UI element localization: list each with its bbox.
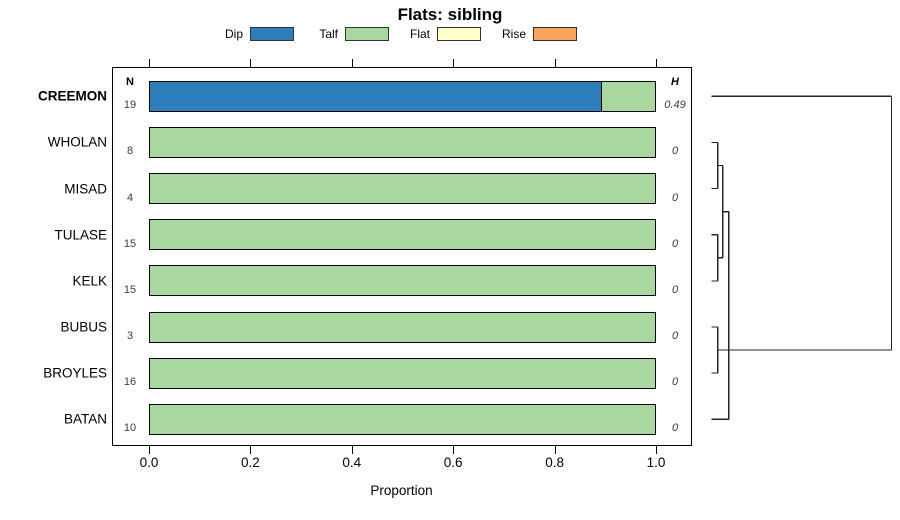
bar-segment-talf (150, 404, 655, 434)
bar-tulase (149, 219, 656, 251)
row-label-kelk: KELK (72, 273, 107, 289)
legend-item-rise: Rise (481, 26, 577, 41)
h-value: 0 (671, 191, 679, 204)
row-label-batan: BATAN (63, 411, 107, 427)
x-axis-title: Proportion (370, 483, 433, 498)
legend-label: Dip (224, 26, 243, 41)
x-tick-bottom (656, 445, 657, 454)
bar-segment-talf (150, 358, 655, 388)
x-tick-bottom (453, 445, 455, 454)
legend-item-flat: Flat (385, 26, 481, 41)
bar-segment-talf (601, 81, 655, 111)
bar-creemon (149, 80, 656, 112)
x-tick-label: 0.4 (342, 455, 362, 470)
bar-kelk (149, 265, 656, 297)
h-value: 0 (671, 283, 679, 296)
bar-broyles (149, 357, 656, 389)
x-tick-top (453, 58, 455, 67)
x-tick-top (554, 58, 556, 67)
x-tick-top (656, 58, 657, 67)
n-column-header: N (126, 76, 134, 89)
x-tick-bottom (149, 445, 150, 454)
row-label-wholan: WHOLAN (47, 134, 107, 150)
legend-swatch-rise (533, 26, 577, 41)
n-value: 10 (123, 422, 137, 435)
n-value: 4 (126, 191, 134, 204)
bar-wholan (149, 126, 656, 158)
n-value: 19 (123, 99, 137, 112)
x-tick-bottom (554, 445, 556, 454)
n-value: 8 (126, 145, 134, 158)
legend-swatch-dip (250, 26, 294, 41)
legend-label: Flat (409, 26, 430, 41)
x-tick-bottom (250, 445, 252, 454)
bar-segment-talf (150, 266, 655, 296)
row-label-tulase: TULASE (54, 227, 107, 243)
h-value: 0 (671, 422, 679, 435)
h-value: 0 (671, 237, 679, 250)
x-tick-top (250, 58, 252, 67)
x-tick-label: 1.0 (646, 455, 666, 470)
bar-segment-talf (150, 220, 655, 250)
legend-swatch-talf (345, 26, 389, 41)
x-tick-label: 0.8 (545, 455, 564, 470)
bar-segment-talf (150, 312, 655, 342)
row-label-broyles: BROYLES (43, 365, 107, 381)
legend-item-talf: Talf (293, 26, 389, 41)
x-tick-label: 0.2 (241, 455, 260, 470)
legend-item-dip: Dip (198, 26, 294, 41)
x-tick-top (149, 58, 150, 67)
bar-segment-dip (150, 81, 602, 111)
h-value: 0 (671, 145, 679, 158)
h-value: 0 (671, 376, 679, 389)
row-label-bubus: BUBUS (60, 319, 107, 335)
bar-batan (149, 403, 656, 435)
x-tick-top (351, 58, 353, 67)
legend-swatch-flat (437, 26, 481, 41)
n-value: 16 (123, 376, 137, 389)
x-tick-label: 0.0 (139, 455, 159, 470)
row-label-creemon: CREEMON (37, 88, 107, 104)
bar-bubus (149, 311, 656, 343)
bar-segment-talf (150, 127, 655, 157)
chart-title: Flats: sibling (397, 5, 503, 24)
bar-misad (149, 173, 656, 205)
legend-label: Rise (501, 26, 526, 41)
n-value: 3 (126, 330, 134, 342)
h-value: 0.49 (664, 99, 686, 112)
h-value: 0 (671, 330, 679, 342)
row-label-misad: MISAD (64, 181, 107, 197)
bar-segment-talf (150, 174, 655, 204)
x-tick-bottom (351, 445, 353, 454)
h-column-header: H (671, 76, 679, 89)
n-value: 15 (123, 283, 137, 296)
n-value: 15 (123, 237, 137, 250)
x-tick-label: 0.6 (443, 455, 463, 470)
legend-label: Talf (319, 26, 338, 41)
